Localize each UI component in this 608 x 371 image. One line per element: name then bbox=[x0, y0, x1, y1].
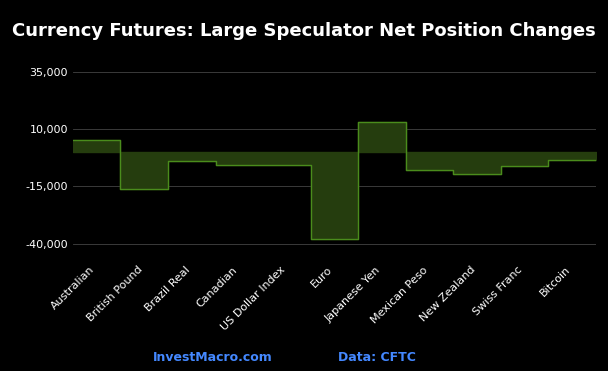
Text: Data: CFTC: Data: CFTC bbox=[338, 351, 416, 364]
Text: Currency Futures: Large Speculator Net Position Changes: Currency Futures: Large Speculator Net P… bbox=[12, 22, 596, 40]
Text: InvestMacro.com: InvestMacro.com bbox=[153, 351, 272, 364]
